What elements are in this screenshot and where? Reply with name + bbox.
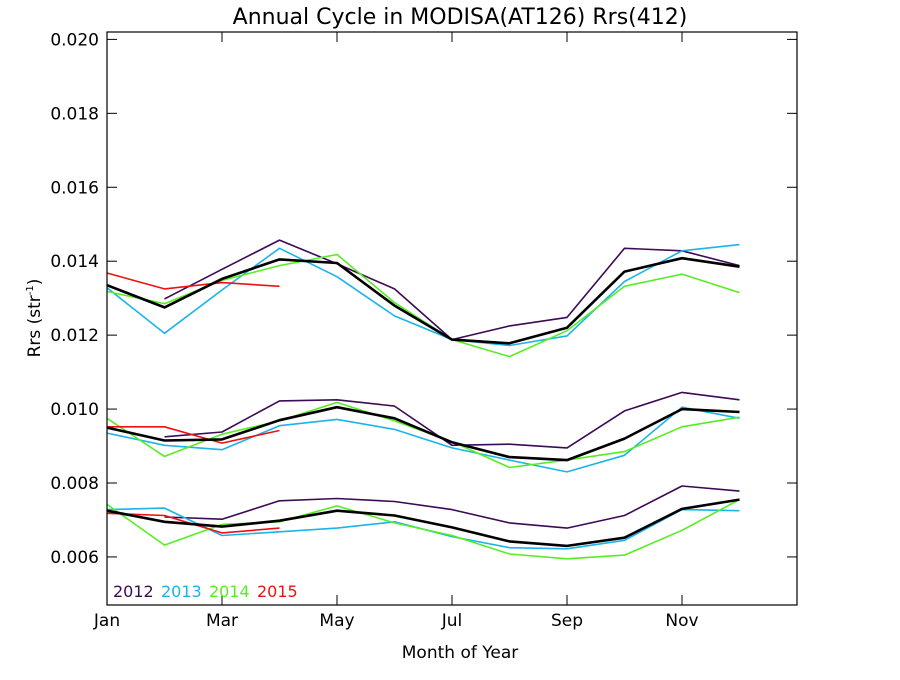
series-2015-upper: [106, 272, 280, 290]
x-tick-label: Mar: [206, 611, 238, 631]
series-2014-lower: [106, 498, 740, 560]
series-mean-lower: [106, 498, 740, 548]
x-axis: Jan Mar May Jul Sep Nov: [93, 32, 699, 631]
series-2012-middle: [164, 391, 740, 449]
x-tick-label: Sep: [551, 611, 583, 631]
y-axis-label: Rrs (str-1): [25, 279, 45, 358]
series-2012-lower: [164, 485, 740, 529]
legend-item-2012: 2012: [113, 582, 154, 601]
plot-lines: [106, 239, 740, 560]
chart-title: Annual Cycle in MODISA(AT126) Rrs(412): [233, 5, 688, 30]
y-axis: 0.006 0.008 0.010 0.012 0.014 0.016 0.018 0.020: [50, 30, 797, 568]
legend: 2012 2013 2014 2015: [113, 582, 298, 601]
legend-item-2014: 2014: [209, 582, 250, 601]
y-tick-label: 0.006: [50, 548, 99, 568]
y-tick-label: 0.012: [50, 326, 99, 346]
legend-item-2015: 2015: [257, 582, 298, 601]
y-tick-label: 0.008: [50, 474, 99, 494]
x-tick-label: Nov: [665, 611, 698, 631]
y-tick-label: 0.020: [50, 30, 99, 50]
y-tick-label: 0.014: [50, 252, 99, 272]
series-2013-upper: [106, 243, 740, 347]
x-axis-label: Month of Year: [402, 643, 518, 663]
y-axis-label-main: Rrs (str: [25, 295, 45, 357]
series-mean-upper: [106, 256, 740, 345]
y-axis-label-close: ): [25, 279, 45, 286]
series-mean-middle: [106, 405, 740, 462]
x-tick-label: Jul: [441, 611, 463, 631]
x-tick-label: Jan: [93, 611, 120, 631]
series-2012-upper: [164, 239, 740, 341]
y-axis-label-sup: -1: [25, 285, 36, 295]
series-2015-middle: [107, 425, 280, 444]
y-tick-label: 0.018: [50, 104, 99, 124]
y-tick-label: 0.010: [50, 400, 99, 420]
series-2014-middle: [106, 401, 740, 469]
x-tick-label: May: [319, 611, 354, 631]
legend-item-2013: 2013: [161, 582, 202, 601]
y-tick-label: 0.016: [50, 178, 99, 198]
